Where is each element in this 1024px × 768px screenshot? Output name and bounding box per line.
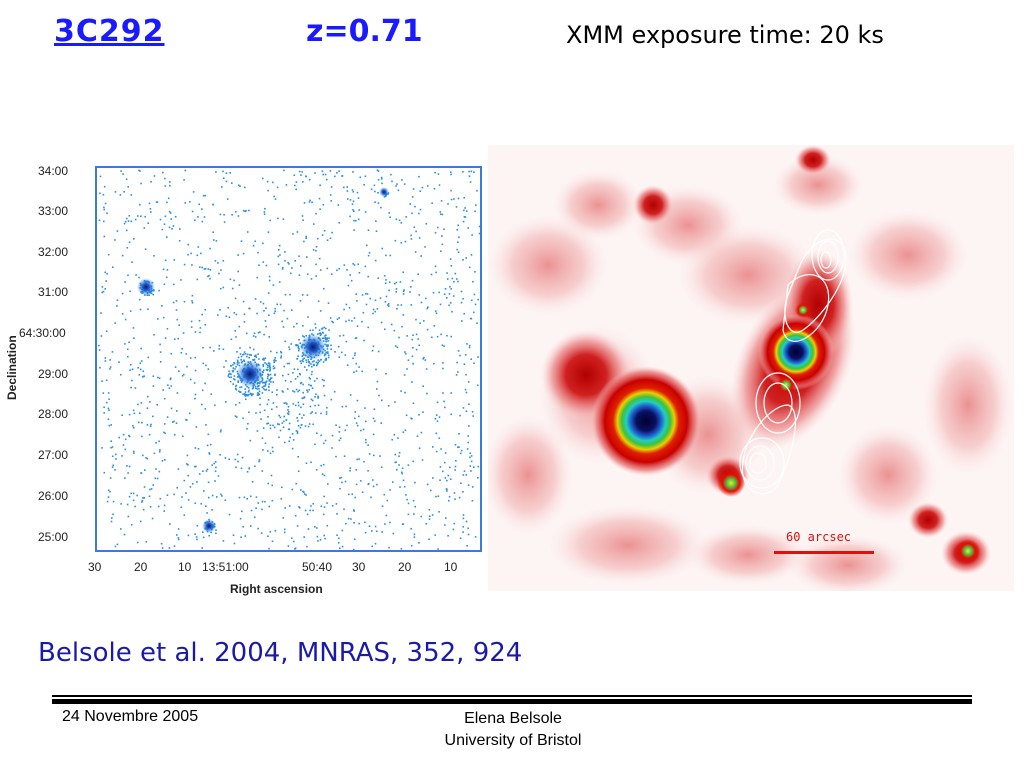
footer-author-name: Elena Belsole: [464, 710, 562, 727]
x-tick-label: 30: [88, 560, 102, 574]
footer-date: 24 Novembre 2005: [62, 708, 199, 725]
x-tick-label: 20: [398, 560, 412, 574]
y-tick-label: 25:00: [38, 530, 68, 544]
y-tick-label: 34:00: [38, 164, 68, 178]
footer-institution: University of Bristol: [444, 732, 582, 749]
x-tick-label: 10: [178, 560, 192, 574]
footer-divider-thick: [52, 699, 972, 704]
x-tick-label: 13:51:00: [202, 560, 249, 574]
xray-knot-source: [956, 539, 980, 563]
y-axis-label: Declination: [5, 335, 19, 400]
y-tick-label: 27:00: [38, 448, 68, 462]
xray-knot-source: [776, 375, 796, 395]
y-tick-label: 28:00: [38, 407, 68, 421]
xray-core-source: [591, 366, 701, 476]
redshift-label: z=0.71: [306, 14, 423, 49]
radio-contours: [739, 229, 847, 495]
xray-source-blob: [137, 278, 155, 296]
xray-event-image: 34:00 33:00 32:00 31:00 64:30:00 29:00 2…: [5, 164, 482, 596]
xray-knot-source: [717, 469, 745, 497]
y-tick-label: 32:00: [38, 245, 68, 259]
scale-bar: [774, 551, 874, 554]
xray-event-dots: [98, 169, 481, 551]
y-tick-label: 64:30:00: [19, 326, 66, 340]
y-tick-label: 26:00: [38, 489, 68, 503]
footer-divider-thin: [52, 695, 972, 697]
xray-source-blob-main: [236, 360, 264, 388]
xray-source-blob: [379, 187, 389, 197]
y-tick-label: 29:00: [38, 367, 68, 381]
x-tick-label: 30: [352, 560, 366, 574]
exposure-time-label: XMM exposure time: 20 ks: [566, 21, 884, 49]
source-title-link[interactable]: 3C292: [54, 14, 165, 49]
xray-hotspot-source: [758, 314, 834, 390]
y-tick-label: 31:00: [38, 285, 68, 299]
footer-author-block: Elena Belsole University of Bristol: [400, 708, 626, 752]
smoothed-xray-map: 60 arcsec: [488, 145, 1014, 591]
citation-text: Belsole et al. 2004, MNRAS, 352, 924: [38, 638, 523, 668]
xray-source-blob: [202, 519, 216, 533]
xray-knot-source: [795, 302, 811, 318]
y-tick-label: 33:00: [38, 204, 68, 218]
xray-source-blob: [300, 334, 326, 360]
x-tick-label: 20: [134, 560, 148, 574]
x-tick-label: 10: [444, 560, 458, 574]
x-tick-label: 50:40: [302, 560, 332, 574]
x-axis-label: Right ascension: [230, 582, 323, 596]
scale-bar-label: 60 arcsec: [786, 530, 851, 544]
